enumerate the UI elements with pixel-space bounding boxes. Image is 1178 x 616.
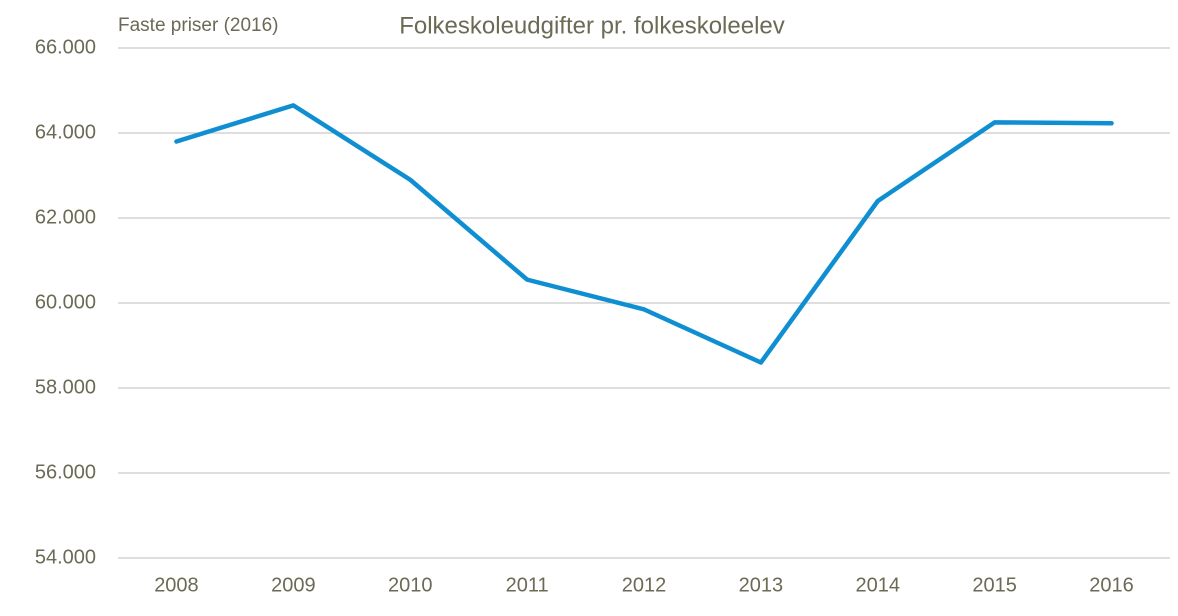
chart-title: Folkeskoleudgifter pr. folkeskoleelev: [399, 12, 785, 39]
y-tick-label: 54.000: [35, 546, 96, 568]
x-tick-label: 2016: [1089, 574, 1134, 596]
x-tick-label: 2014: [856, 574, 901, 596]
x-tick-label: 2013: [739, 574, 784, 596]
y-tick-label: 58.000: [35, 376, 96, 398]
y-tick-label: 64.000: [35, 121, 96, 143]
x-tick-label: 2010: [388, 574, 433, 596]
x-tick-label: 2009: [271, 574, 316, 596]
x-tick-label: 2011: [506, 574, 549, 596]
chart-subtitle: Faste priser (2016): [118, 15, 279, 36]
y-tick-label: 60.000: [35, 291, 96, 313]
y-tick-label: 66.000: [35, 36, 96, 58]
y-tick-label: 62.000: [35, 206, 96, 228]
data-line: [174, 103, 1114, 365]
x-tick-label: 2008: [154, 574, 199, 596]
y-tick-label: 56.000: [35, 461, 96, 483]
x-tick-label: 2015: [972, 574, 1017, 596]
x-tick-label: 2012: [622, 574, 667, 596]
